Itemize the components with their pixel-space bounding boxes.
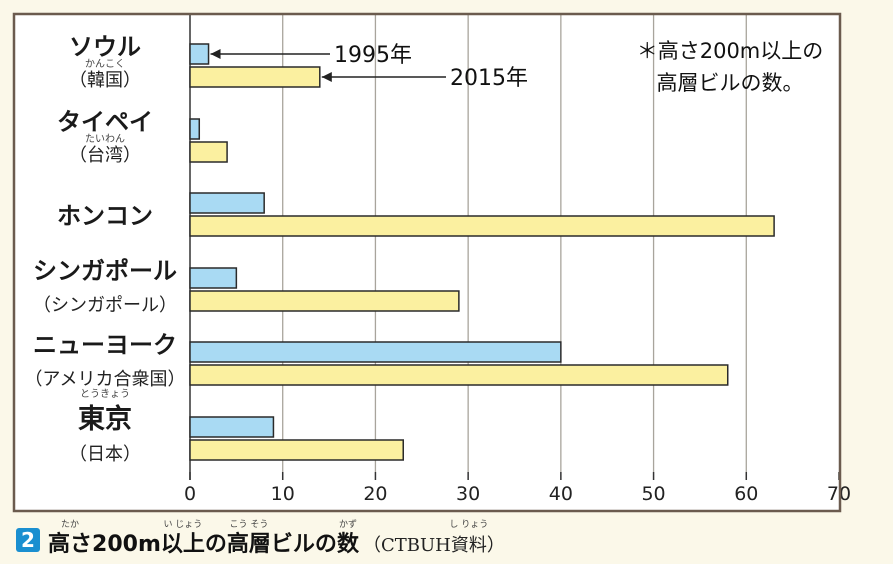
x-tick-label: 30 <box>456 483 480 505</box>
caption-text: 以上 <box>161 532 205 557</box>
x-tick-label: 10 <box>271 483 295 505</box>
chart-frame <box>12 12 842 513</box>
category-label: ソウル <box>69 33 141 61</box>
bar-2015-1 <box>189 141 228 163</box>
note-line-1: ＊高さ200m以上の <box>637 39 824 63</box>
caption-text: 200m <box>92 532 161 557</box>
category-label: ニューヨーク <box>33 331 177 359</box>
category-label: タイペイ <box>57 108 153 136</box>
legend-arrowhead-2015 <box>321 72 332 82</box>
category-ruby: かんこく <box>85 58 125 70</box>
x-tick-label: 40 <box>549 483 573 505</box>
caption-text: 数 <box>337 531 360 557</box>
figure-number: 2 <box>21 528 35 552</box>
bar-1995-5 <box>189 416 275 438</box>
x-tick-label: 60 <box>734 483 758 505</box>
x-tick-label: 0 <box>184 483 196 505</box>
caption-text: の <box>205 532 227 557</box>
note-line-2: 高層ビルの数。 <box>657 71 804 95</box>
bar-1995-4 <box>189 341 562 363</box>
figure-number-badge <box>16 528 40 552</box>
bar-2015-0 <box>189 66 321 88</box>
caption-ruby: たか <box>61 519 79 530</box>
legend-label-1995: 1995年 <box>334 43 412 68</box>
x-tick-label: 50 <box>641 483 665 505</box>
caption-ruby: い じょう <box>163 519 202 530</box>
bar-1995-0 <box>189 43 210 65</box>
legend-label-2015: 2015年 <box>450 66 528 91</box>
category-label: ホンコン <box>57 202 153 230</box>
caption-ruby: かず <box>339 519 357 530</box>
category-sublabel: （シンガポール） <box>33 295 177 316</box>
chart-frame-background <box>14 14 840 511</box>
caption-source-prefix: （CTBUH <box>363 535 451 556</box>
caption-text: 高さ <box>48 531 92 557</box>
category-label: シンガポール <box>33 257 177 285</box>
bar-2015-5 <box>189 439 404 461</box>
caption-ruby: こう そう <box>229 519 268 530</box>
category-sublabel: （台湾） <box>69 145 141 166</box>
caption-text: 高層 <box>227 531 271 557</box>
category-ruby: たいわん <box>85 133 125 145</box>
bar-1995-2 <box>189 192 265 214</box>
caption-text: ビルの <box>271 532 337 557</box>
caption-source-word: 資料 <box>451 535 487 556</box>
category-label: 東京 <box>78 403 132 435</box>
category-sublabel: （韓国） <box>69 70 141 91</box>
caption-source-ruby: し りょう <box>449 519 488 530</box>
legend-arrowhead-1995 <box>210 49 221 59</box>
category-sublabel: （アメリカ合衆国） <box>24 369 185 390</box>
bar-2015-4 <box>189 364 729 386</box>
category-sublabel: （日本） <box>69 444 141 465</box>
caption-source-suffix: ） <box>487 535 505 556</box>
bar-1995-1 <box>189 118 201 140</box>
x-tick-label: 20 <box>363 483 387 505</box>
bar-2015-2 <box>189 215 775 237</box>
bar-1995-3 <box>189 267 238 289</box>
bar-2015-3 <box>189 290 460 312</box>
category-ruby: とうきょう <box>80 388 130 400</box>
